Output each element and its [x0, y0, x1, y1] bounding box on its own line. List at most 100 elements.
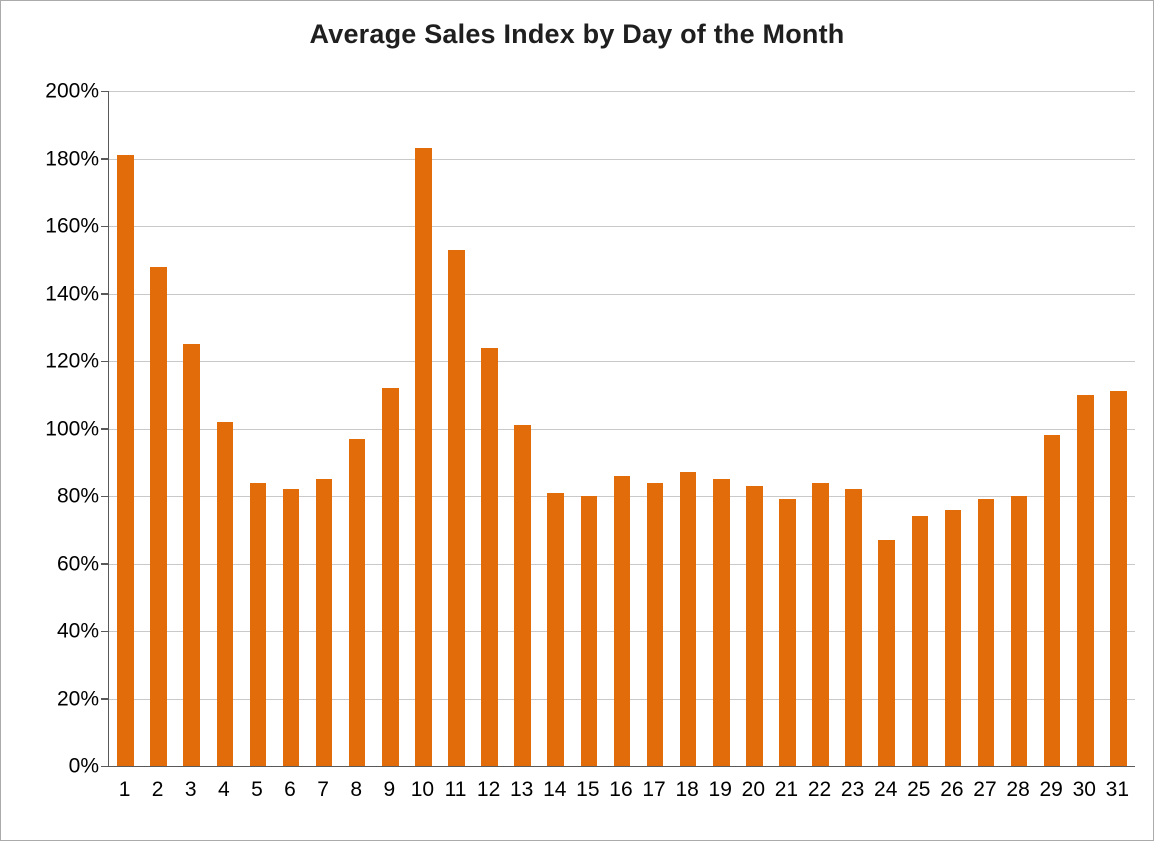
y-axis-tick — [101, 698, 109, 700]
bar-cell-day-1 — [109, 91, 142, 766]
x-tick-label-29: 29 — [1039, 778, 1063, 801]
x-tick-label-17: 17 — [642, 778, 666, 801]
bar-cell-day-30 — [1069, 91, 1102, 766]
bar-cell-day-8 — [341, 91, 374, 766]
bar-cell-day-14 — [539, 91, 572, 766]
x-tick-label-25: 25 — [907, 778, 931, 801]
bar-cell-day-19 — [705, 91, 738, 766]
y-tick-label: 200% — [45, 79, 99, 103]
bar-series — [109, 91, 1135, 766]
x-tick-label-1: 1 — [118, 778, 131, 801]
y-axis-tick — [101, 630, 109, 632]
x-tick-label-7: 7 — [317, 778, 329, 801]
x-tick-label-24: 24 — [874, 778, 898, 801]
y-tick-label: 40% — [56, 619, 99, 643]
y-tick-label: 140% — [45, 282, 99, 305]
bar-day-28 — [1010, 496, 1028, 766]
y-tick-label: 80% — [56, 484, 99, 508]
bar-cell-day-15 — [572, 91, 605, 766]
bar-day-6 — [282, 489, 300, 766]
x-tick-label-11: 11 — [444, 778, 467, 801]
bar-day-23 — [845, 489, 862, 766]
bar-day-25 — [911, 516, 929, 766]
bar-day-22 — [812, 482, 829, 766]
bar-day-15 — [580, 496, 598, 766]
bar-cell-day-20 — [738, 91, 771, 766]
x-tick-label-20: 20 — [741, 778, 765, 801]
bar-cell-day-9 — [374, 91, 407, 766]
x-tick-label-6: 6 — [284, 778, 296, 801]
x-tick-label-12: 12 — [476, 778, 501, 801]
bar-day-31 — [1110, 391, 1127, 766]
bar-cell-day-6 — [274, 91, 307, 766]
x-tick-label-30: 30 — [1072, 778, 1096, 801]
bar-day-1 — [117, 155, 134, 766]
x-tick-label-27: 27 — [973, 778, 997, 801]
y-axis-tick — [101, 428, 109, 430]
x-tick-label-13: 13 — [509, 778, 534, 801]
x-tick-label-19: 19 — [708, 778, 732, 801]
bar-cell-day-5 — [241, 91, 274, 766]
x-tick-label-15: 15 — [576, 778, 600, 801]
y-axis-tick — [101, 293, 109, 295]
y-tick-label: 120% — [45, 349, 99, 373]
bar-cell-day-24 — [870, 91, 903, 766]
x-tick-label-3: 3 — [184, 778, 197, 801]
bar-day-2 — [150, 266, 167, 766]
bar-cell-day-3 — [175, 91, 208, 766]
x-tick-label-9: 9 — [383, 778, 396, 801]
x-tick-label-2: 2 — [151, 778, 164, 801]
y-axis-tick — [101, 360, 109, 362]
x-tick-label-28: 28 — [1006, 778, 1030, 801]
bar-day-5 — [249, 482, 267, 766]
bar-cell-day-25 — [903, 91, 936, 766]
bar-day-16 — [613, 475, 631, 766]
x-tick-label-14: 14 — [543, 778, 567, 801]
bar-day-29 — [1043, 435, 1061, 766]
bar-day-30 — [1076, 394, 1094, 766]
bar-day-14 — [547, 492, 565, 766]
bar-cell-day-7 — [308, 91, 341, 766]
x-tick-label-16: 16 — [609, 778, 633, 801]
bar-cell-day-4 — [208, 91, 241, 766]
bar-day-27 — [977, 499, 995, 766]
bar-day-3 — [183, 344, 200, 766]
bar-cell-day-18 — [672, 91, 705, 766]
x-tick-label-26: 26 — [940, 778, 964, 801]
bar-cell-day-23 — [837, 91, 870, 766]
bar-day-19 — [712, 479, 730, 766]
bar-cell-day-29 — [1036, 91, 1069, 766]
bar-day-4 — [216, 421, 234, 766]
bar-day-12 — [481, 347, 498, 766]
bar-cell-day-10 — [407, 91, 440, 766]
bar-day-8 — [348, 438, 366, 766]
x-tick-label-8: 8 — [350, 778, 363, 801]
x-tick-label-5: 5 — [251, 778, 263, 801]
bar-cell-day-16 — [605, 91, 638, 766]
x-tick-label-18: 18 — [675, 778, 699, 801]
bar-cell-day-21 — [771, 91, 804, 766]
bar-day-17 — [646, 482, 664, 766]
y-axis-tick — [101, 225, 109, 227]
bar-day-21 — [779, 499, 796, 766]
bar-cell-day-13 — [506, 91, 539, 766]
y-axis-tick — [101, 90, 109, 92]
bar-cell-day-26 — [936, 91, 969, 766]
bar-day-11 — [448, 249, 465, 766]
y-tick-label: 20% — [56, 687, 99, 710]
y-tick-label: 0% — [68, 754, 99, 778]
y-axis-labels: 0% 20% 40% 60% 80% 100% 120% 140% 160% 180% 200% — [9, 81, 99, 777]
y-tick-label: 60% — [56, 552, 99, 575]
bar-cell-day-27 — [969, 91, 1002, 766]
bar-day-10 — [415, 148, 432, 766]
y-tick-label: 180% — [45, 147, 99, 170]
bar-day-26 — [944, 509, 962, 766]
bar-cell-day-22 — [804, 91, 837, 766]
x-tick-label-4: 4 — [217, 778, 230, 801]
y-axis-tick — [101, 765, 109, 767]
y-axis-tick — [101, 158, 109, 160]
bar-cell-day-12 — [473, 91, 506, 766]
x-axis-labels: 1 2 3 4 5 6 7 8 9 10 11 12 13 14 15 16 17 18 19 20 21 22 23 24 2… — [108, 779, 1134, 800]
bar-day-24 — [878, 539, 895, 766]
